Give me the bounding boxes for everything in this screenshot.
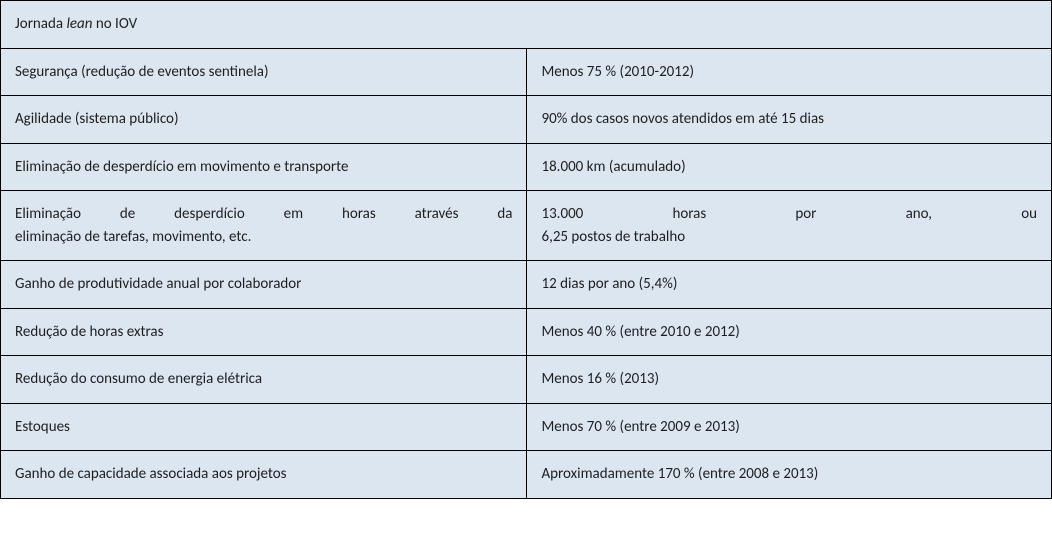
row-value: Menos 75 % (2010-2012) — [527, 48, 1052, 96]
table-row: Redução de horas extras Menos 40 % (entr… — [1, 308, 1052, 356]
row-label: Redução de horas extras — [1, 308, 527, 356]
table-row: Ganho de capacidade associada aos projet… — [1, 451, 1052, 499]
row-label-line1: Eliminação de desperdício em horas atrav… — [15, 203, 512, 226]
table-header-row: Jornada lean no IOV — [1, 1, 1052, 49]
table-row: Eliminação de desperdício em movimento e… — [1, 143, 1052, 191]
row-value: 12 dias por ano (5,4%) — [527, 261, 1052, 309]
table-row: Segurança (redução de eventos sentinela)… — [1, 48, 1052, 96]
table-header-cell: Jornada lean no IOV — [1, 1, 1052, 49]
row-value: 90% dos casos novos atendidos em até 15 … — [527, 96, 1052, 144]
row-label-line2: eliminação de tarefas, movimento, etc. — [15, 226, 512, 249]
row-value-line1: 13.000 horas por ano, ou — [541, 203, 1037, 226]
row-label: Redução do consumo de energia elétrica — [1, 356, 527, 404]
lean-iov-table: Jornada lean no IOV Segurança (redução d… — [0, 0, 1052, 499]
table-row: Redução do consumo de energia elétrica M… — [1, 356, 1052, 404]
row-value: 18.000 km (acumulado) — [527, 143, 1052, 191]
row-label: Ganho de capacidade associada aos projet… — [1, 451, 527, 499]
row-value: 13.000 horas por ano, ou 6,25 postos de … — [527, 191, 1052, 261]
row-value: Aproximadamente 170 % (entre 2008 e 2013… — [527, 451, 1052, 499]
table-row: Estoques Menos 70 % (entre 2009 e 2013) — [1, 403, 1052, 451]
row-label: Ganho de produtividade anual por colabor… — [1, 261, 527, 309]
row-label: Estoques — [1, 403, 527, 451]
header-prefix: Jornada — [15, 15, 66, 33]
row-label: Agilidade (sistema público) — [1, 96, 527, 144]
row-label: Eliminação de desperdício em movimento e… — [1, 143, 527, 191]
row-value: Menos 70 % (entre 2009 e 2013) — [527, 403, 1052, 451]
table-row: Eliminação de desperdício em horas atrav… — [1, 191, 1052, 261]
row-value: Menos 16 % (2013) — [527, 356, 1052, 404]
row-label: Eliminação de desperdício em horas atrav… — [1, 191, 527, 261]
table-row: Agilidade (sistema público) 90% dos caso… — [1, 96, 1052, 144]
row-value: Menos 40 % (entre 2010 e 2012) — [527, 308, 1052, 356]
table-row: Ganho de produtividade anual por colabor… — [1, 261, 1052, 309]
header-suffix: no IOV — [92, 15, 137, 33]
row-label: Segurança (redução de eventos sentinela) — [1, 48, 527, 96]
row-value-line2: 6,25 postos de trabalho — [541, 226, 1037, 249]
header-italic: lean — [66, 15, 92, 33]
